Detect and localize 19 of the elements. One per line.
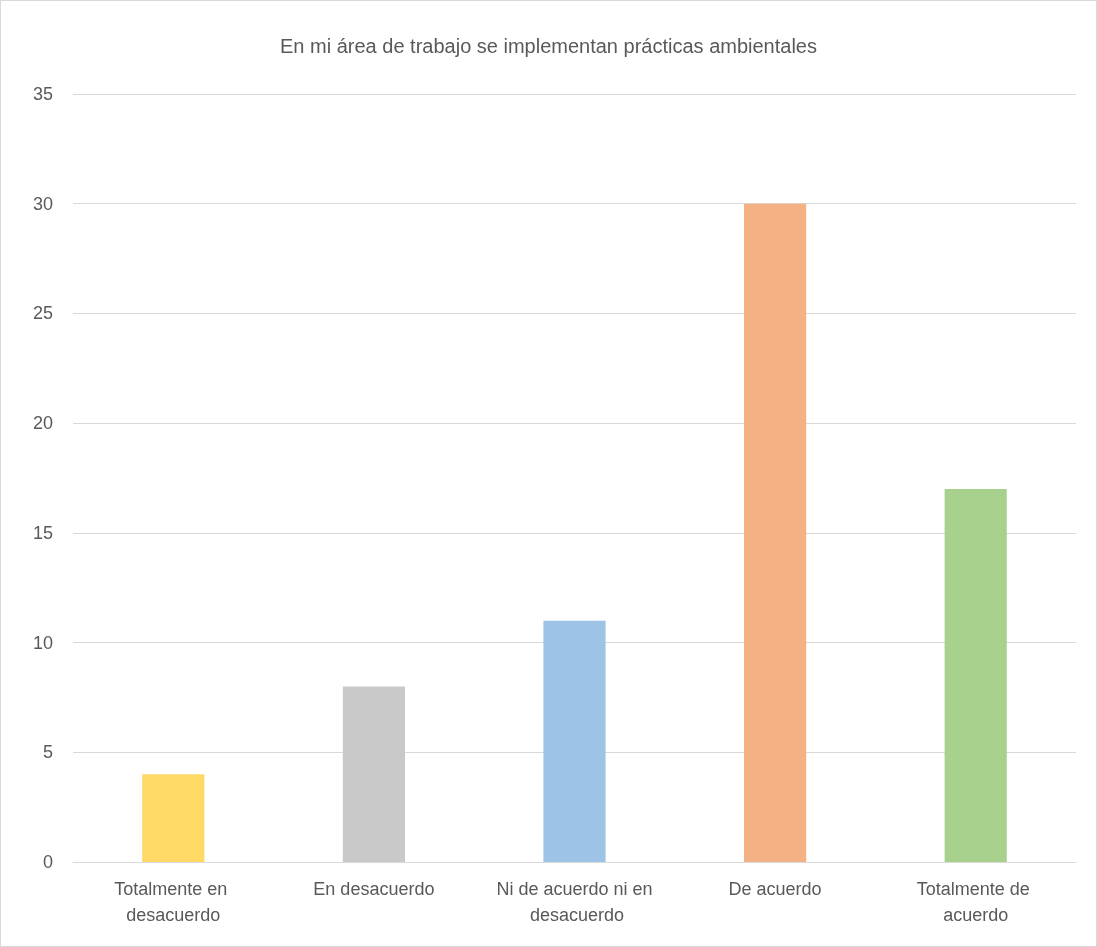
bar (342, 686, 405, 862)
chart-title: En mi área de trabajo se implementan prácticas ambientales (280, 35, 817, 57)
x-tick-label: Totalmente de acuerdo (916, 879, 1035, 925)
bar (543, 620, 606, 862)
bar (744, 203, 807, 862)
y-tick-label: 30 (32, 193, 53, 214)
bar (142, 774, 205, 862)
y-tick-label: 35 (32, 84, 53, 104)
y-tick-label: 0 (42, 852, 53, 872)
y-tick-label: 25 (32, 303, 53, 324)
y-tick-label: 15 (32, 522, 53, 543)
x-tick-label: De acuerdo (728, 879, 822, 899)
x-tick-label: Totalmente en desacuerdo (114, 879, 233, 925)
y-tick-label: 20 (32, 413, 53, 434)
x-tick-label: Ni de acuerdo ni en desacuerdo (496, 879, 653, 925)
y-tick-label: 5 (42, 742, 53, 763)
bar (944, 488, 1007, 862)
x-tick-label: En desacuerdo (313, 879, 435, 899)
y-tick-label: 10 (32, 632, 53, 653)
